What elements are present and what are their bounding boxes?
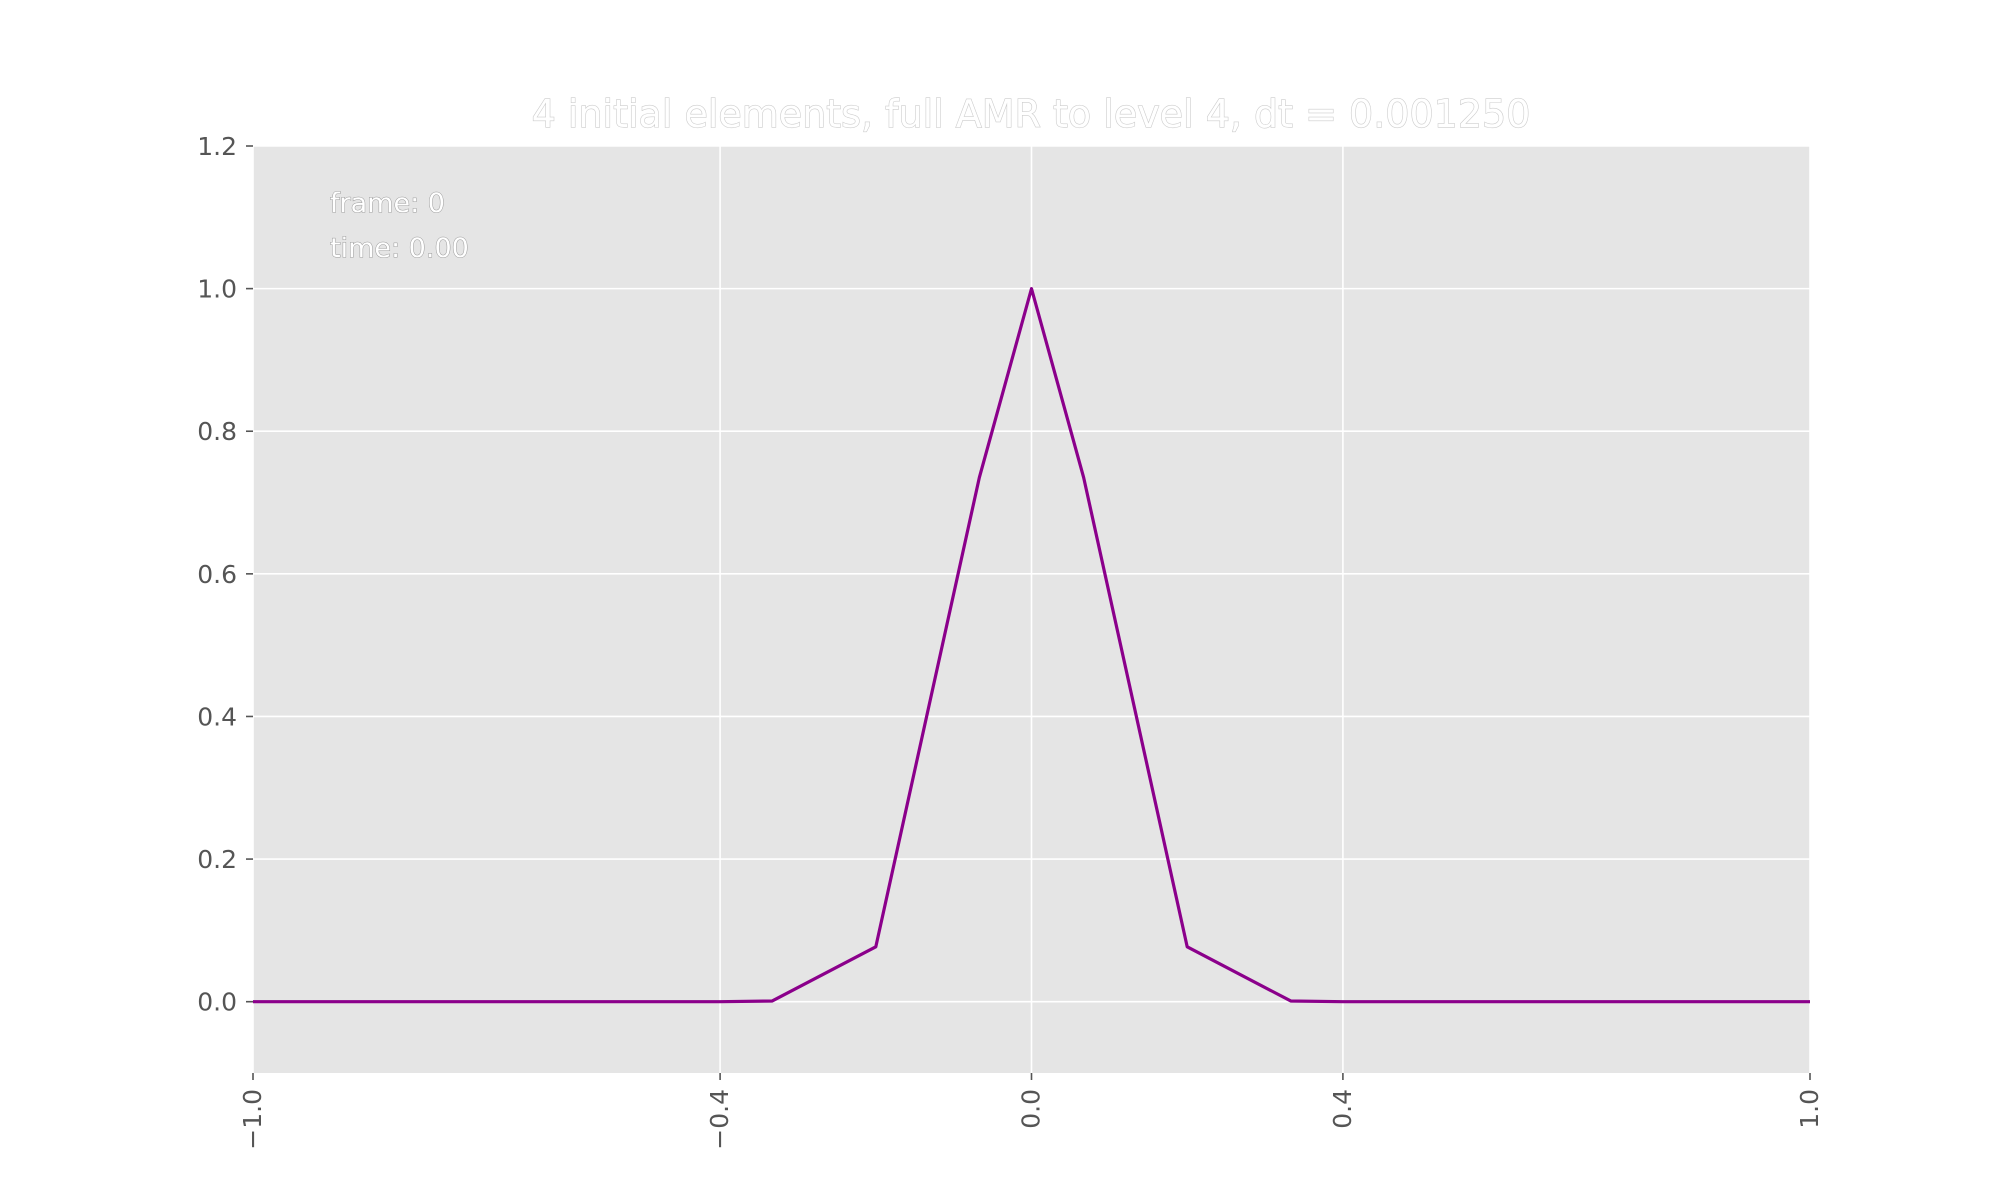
x-axis-ticks: −1.0 −0.4 0.0 0.4 1.0 <box>238 1073 1824 1150</box>
series-layer <box>253 287 1810 1004</box>
x-tick-label: −0.4 <box>705 1089 734 1150</box>
x-tick-label: 0.4 <box>1328 1089 1357 1129</box>
series-line <box>253 287 1810 1004</box>
chart-title: 4 initial elements, full AMR to level 4,… <box>532 92 1531 136</box>
y-tick-label: 0.0 <box>197 988 237 1017</box>
y-tick-label: 0.4 <box>197 702 237 731</box>
y-tick-label: 0.6 <box>197 560 237 589</box>
y-tick-label: 1.2 <box>197 132 237 161</box>
grid-vertical <box>252 146 1811 1073</box>
time-annotation: time: 0.00 <box>330 233 469 264</box>
y-tick-label: 1.0 <box>197 275 237 304</box>
y-axis-ticks: 0.0 0.2 0.4 0.6 0.8 1.0 1.2 <box>197 132 253 1017</box>
x-tick-label: 0.0 <box>1017 1089 1046 1129</box>
y-tick-label: 0.2 <box>197 845 237 874</box>
x-tick-label: −1.0 <box>238 1089 267 1150</box>
x-tick-label: 1.0 <box>1795 1089 1824 1129</box>
y-tick-label: 0.8 <box>197 417 237 446</box>
frame-annotation: frame: 0 <box>330 188 445 219</box>
